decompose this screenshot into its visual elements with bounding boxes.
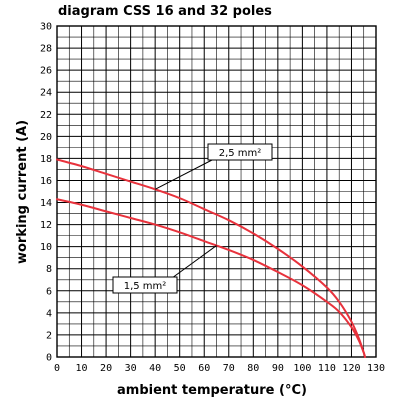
y-tick-label: 28	[40, 44, 52, 55]
series-line-1-5mm2	[56, 198, 366, 358]
x-tick-label: 50	[174, 363, 186, 374]
x-tick-label: 0	[54, 363, 60, 374]
x-axis-label: ambient temperature (°C)	[117, 383, 307, 398]
annotation-box	[207, 143, 273, 161]
y-axis-label: working current (A)	[15, 120, 30, 264]
y-tick-label: 12	[40, 220, 52, 231]
tick-labels: 0 10 20 30 40 50 60 70 80 90 100 110 120 130024681012…	[40, 22, 385, 375]
y-tick-label: 18	[40, 154, 52, 165]
x-tick-label: 90	[272, 363, 284, 374]
y-tick-label: 8	[46, 264, 52, 275]
series-line-2-5mm2	[56, 158, 366, 358]
x-tick-label: 10	[76, 363, 88, 374]
annotation-label: 1,5 mm²	[124, 281, 167, 292]
annotation-leader-line	[154, 159, 213, 190]
grid	[56, 25, 377, 358]
x-tick-label: 80	[247, 363, 259, 374]
x-tick-label: 130	[367, 363, 385, 374]
x-tick-label: 70	[223, 363, 235, 374]
annotation-leader-line	[171, 245, 217, 279]
y-tick-label: 24	[40, 88, 52, 99]
annotation-box	[112, 276, 178, 294]
x-tick-label: 100	[293, 363, 311, 374]
y-tick-label: 4	[46, 308, 52, 319]
annotations: 2,5 mm² 1,5 mm²	[112, 143, 273, 294]
y-tick-label: 26	[40, 66, 52, 77]
series-lines	[56, 158, 366, 358]
y-tick-label: 30	[40, 22, 52, 33]
x-tick-label: 110	[318, 363, 336, 374]
x-tick-label: 30	[125, 363, 137, 374]
x-tick-label: 60	[198, 363, 210, 374]
y-tick-label: 22	[40, 110, 52, 121]
y-tick-label: 16	[40, 176, 52, 187]
y-tick-label: 2	[46, 330, 52, 341]
y-tick-label: 0	[46, 353, 52, 364]
annotation-label: 2,5 mm²	[219, 148, 262, 159]
plot-frame	[56, 25, 377, 358]
y-tick-label: 10	[40, 242, 52, 253]
x-tick-label: 40	[149, 363, 161, 374]
y-tick-label: 20	[40, 132, 52, 143]
y-tick-label: 6	[46, 286, 52, 297]
x-tick-label: 20	[100, 363, 112, 374]
x-tick-label: 120	[342, 363, 360, 374]
chart-title: diagram CSS 16 and 32 poles	[58, 4, 272, 19]
y-tick-label: 14	[40, 198, 52, 209]
